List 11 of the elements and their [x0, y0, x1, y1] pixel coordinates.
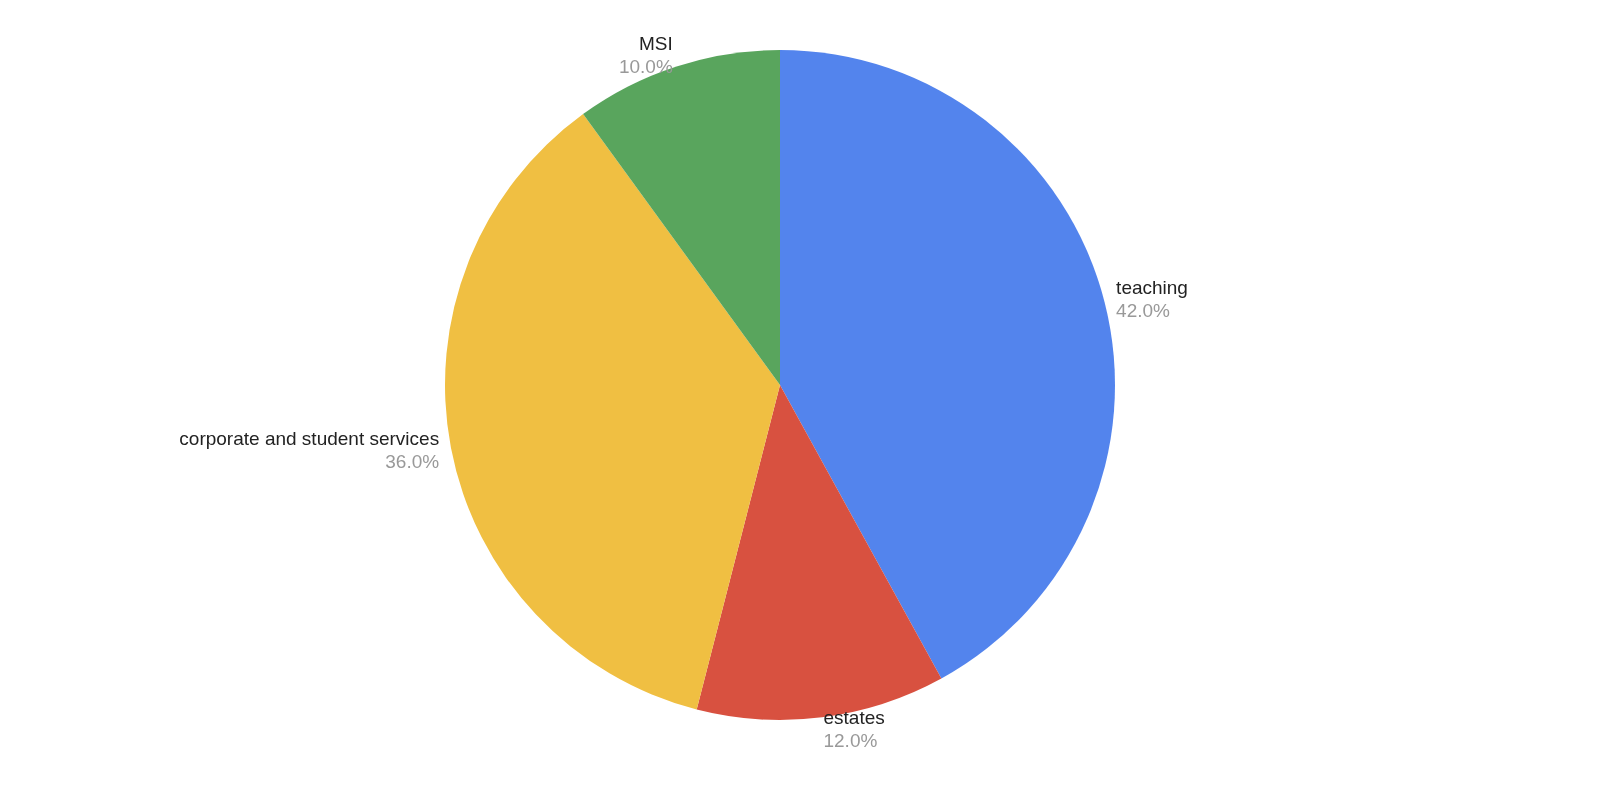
slice-label: corporate and student services — [179, 428, 440, 450]
slice-label: estates — [823, 707, 885, 729]
slice-label: MSI — [638, 32, 673, 54]
data-label: 36.0% — [385, 451, 440, 473]
data-label: 10.0% — [618, 55, 673, 77]
data-label: 42.0% — [1116, 299, 1171, 321]
pie-slice — [583, 50, 780, 385]
slice-label: teaching — [1116, 276, 1188, 298]
data-label: 12.0% — [823, 730, 878, 752]
pie-slice — [780, 50, 1115, 679]
pie-slice — [445, 113, 780, 710]
